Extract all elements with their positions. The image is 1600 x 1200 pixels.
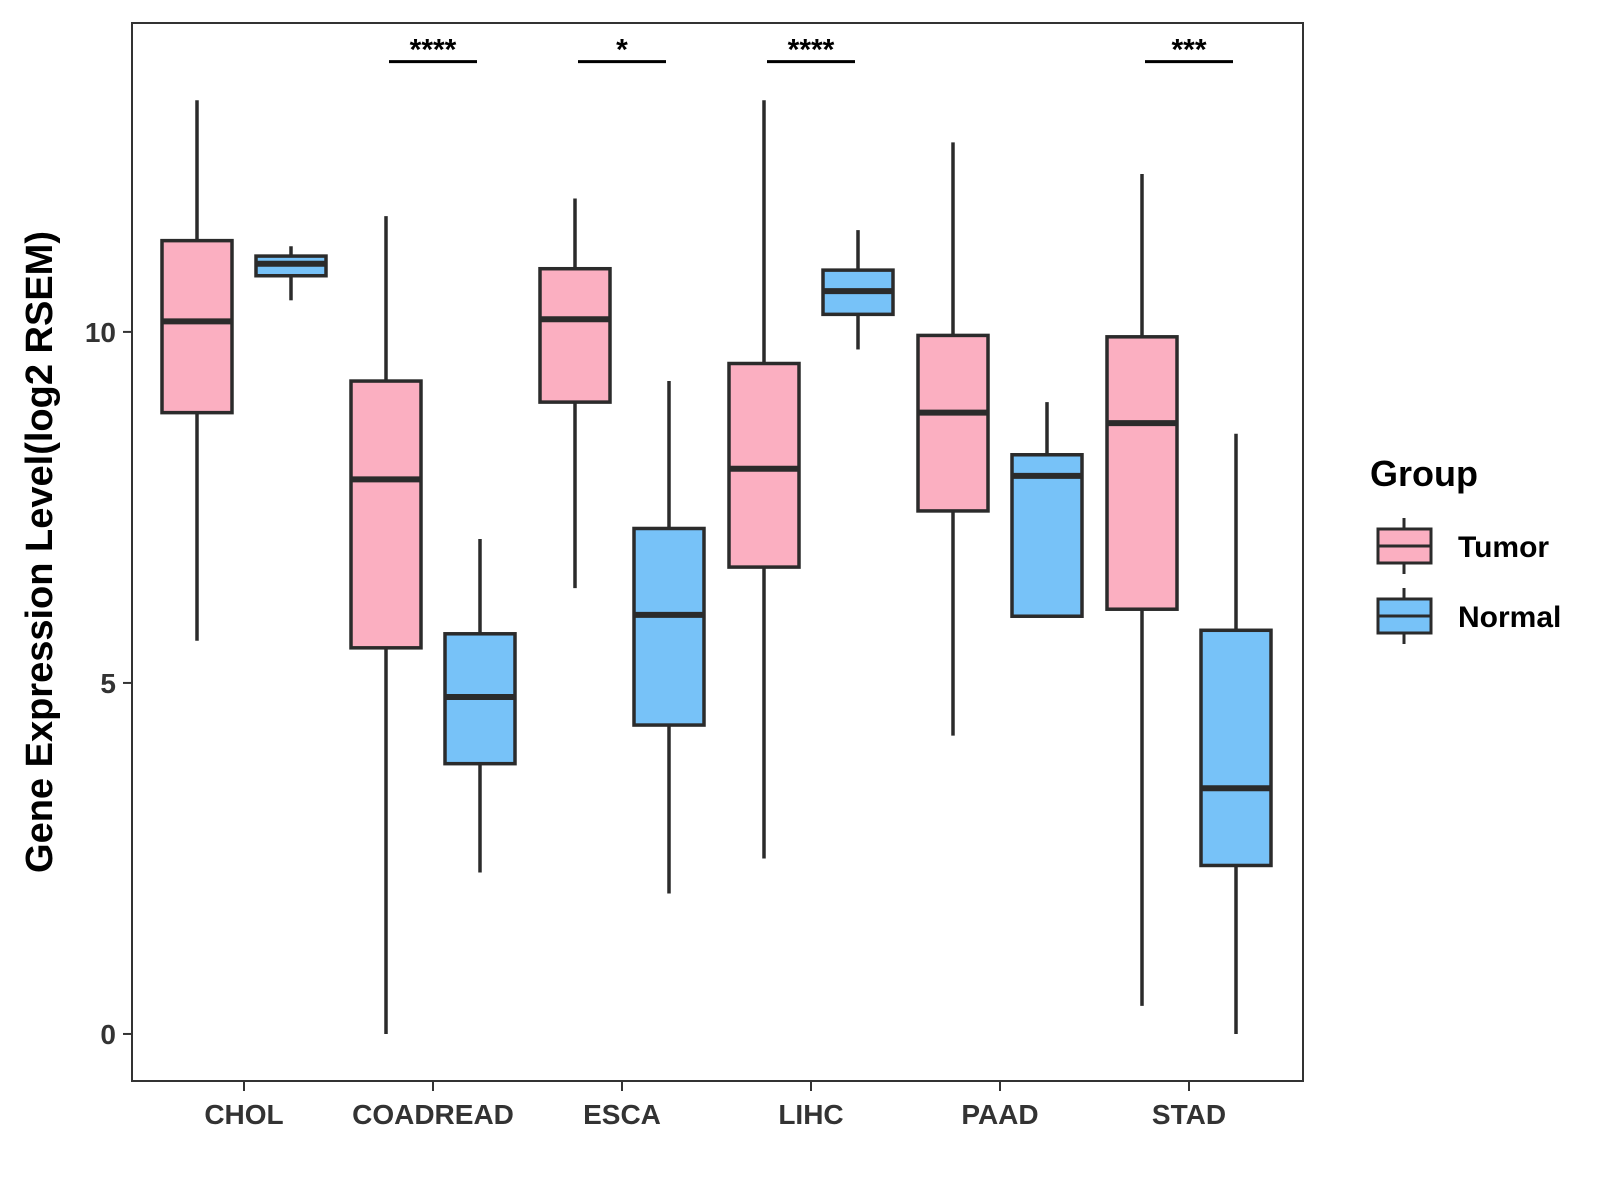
box-body xyxy=(916,333,990,513)
box-body xyxy=(538,266,612,404)
box-body xyxy=(1105,335,1179,611)
significance-lihc: **** xyxy=(767,34,855,67)
significance-label: **** xyxy=(410,34,457,67)
box-paad-tumor xyxy=(916,142,990,736)
box-lihc-tumor xyxy=(727,100,801,859)
x-tick-label: CHOL xyxy=(204,1099,283,1130)
box-chol-tumor xyxy=(160,100,234,641)
significance-esca: * xyxy=(578,34,666,67)
legend-item-normal: Normal xyxy=(1376,588,1561,644)
box-body xyxy=(727,361,801,569)
significance-layer: **** * **** *** xyxy=(389,34,1233,67)
y-tick-label: 10 xyxy=(85,317,116,348)
significance-stad: *** xyxy=(1145,34,1233,67)
legend: Group Tumor Normal xyxy=(1370,453,1561,644)
box-body xyxy=(632,526,706,727)
box-paad-normal xyxy=(1010,402,1084,618)
x-tick-label: ESCA xyxy=(583,1099,661,1130)
box-body xyxy=(1010,453,1084,618)
axes-layer: 0 5 10 CHOL COADREAD ESCA LIHC PAAD STAD xyxy=(85,317,1226,1130)
y-tick-label: 0 xyxy=(100,1019,116,1050)
box-stad-tumor xyxy=(1105,173,1179,1006)
box-esca-tumor xyxy=(538,198,612,589)
x-tick-label: STAD xyxy=(1152,1099,1226,1130)
significance-label: *** xyxy=(1171,34,1206,67)
boxes-layer xyxy=(160,100,1273,1034)
significance-coadread: **** xyxy=(389,34,477,67)
y-axis-title: Gene Expression Level(log2 RSEM) xyxy=(19,231,61,873)
legend-item-tumor: Tumor xyxy=(1376,518,1549,574)
legend-label: Normal xyxy=(1458,601,1561,634)
box-coadread-tumor xyxy=(349,216,423,1034)
legend-title: Group xyxy=(1370,453,1478,494)
y-tick-label: 5 xyxy=(100,668,116,699)
box-lihc-normal xyxy=(821,230,895,350)
box-body xyxy=(349,379,423,650)
box-chol-normal xyxy=(254,246,328,301)
legend-label: Tumor xyxy=(1458,531,1549,564)
box-stad-normal xyxy=(1199,433,1273,1034)
significance-label: **** xyxy=(788,34,835,67)
box-body xyxy=(1199,628,1273,868)
x-tick-label: COADREAD xyxy=(352,1099,514,1130)
box-esca-normal xyxy=(632,381,706,894)
box-body xyxy=(160,238,234,415)
x-tick-label: PAAD xyxy=(961,1099,1038,1130)
x-tick-label: LIHC xyxy=(778,1099,843,1130)
box-coadread-normal xyxy=(443,539,517,873)
significance-label: * xyxy=(616,34,628,67)
